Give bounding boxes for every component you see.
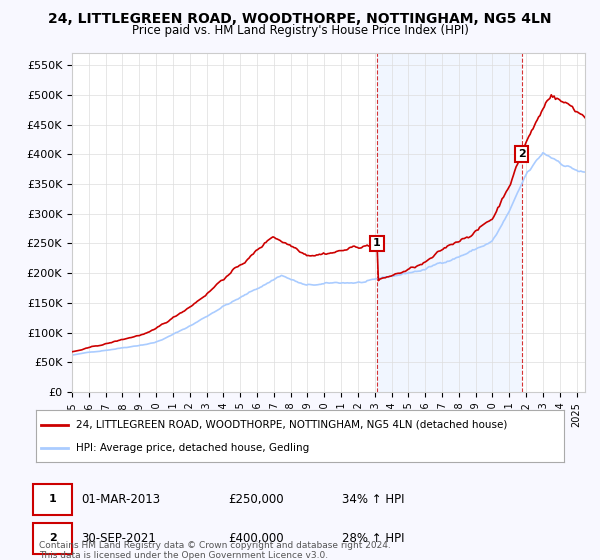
FancyBboxPatch shape	[33, 484, 72, 515]
Text: 30-SEP-2021: 30-SEP-2021	[81, 532, 156, 545]
Text: 01-MAR-2013: 01-MAR-2013	[81, 493, 160, 506]
Text: £400,000: £400,000	[228, 532, 284, 545]
Text: Price paid vs. HM Land Registry's House Price Index (HPI): Price paid vs. HM Land Registry's House …	[131, 24, 469, 37]
Bar	[377, 53, 522, 392]
Text: 34% ↑ HPI: 34% ↑ HPI	[342, 493, 404, 506]
Text: 24, LITTLEGREEN ROAD, WOODTHORPE, NOTTINGHAM, NG5 4LN: 24, LITTLEGREEN ROAD, WOODTHORPE, NOTTIN…	[48, 12, 552, 26]
Text: 28% ↑ HPI: 28% ↑ HPI	[342, 532, 404, 545]
Text: 2: 2	[49, 534, 56, 543]
Text: 2: 2	[518, 150, 526, 159]
Text: Contains HM Land Registry data © Crown copyright and database right 2024.
This d: Contains HM Land Registry data © Crown c…	[39, 540, 391, 560]
Text: 1: 1	[49, 494, 56, 504]
Text: 1: 1	[373, 239, 381, 249]
Text: HPI: Average price, detached house, Gedling: HPI: Average price, detached house, Gedl…	[76, 442, 309, 452]
FancyBboxPatch shape	[33, 523, 72, 554]
Text: 24, LITTLEGREEN ROAD, WOODTHORPE, NOTTINGHAM, NG5 4LN (detached house): 24, LITTLEGREEN ROAD, WOODTHORPE, NOTTIN…	[76, 420, 507, 430]
Text: £250,000: £250,000	[228, 493, 284, 506]
